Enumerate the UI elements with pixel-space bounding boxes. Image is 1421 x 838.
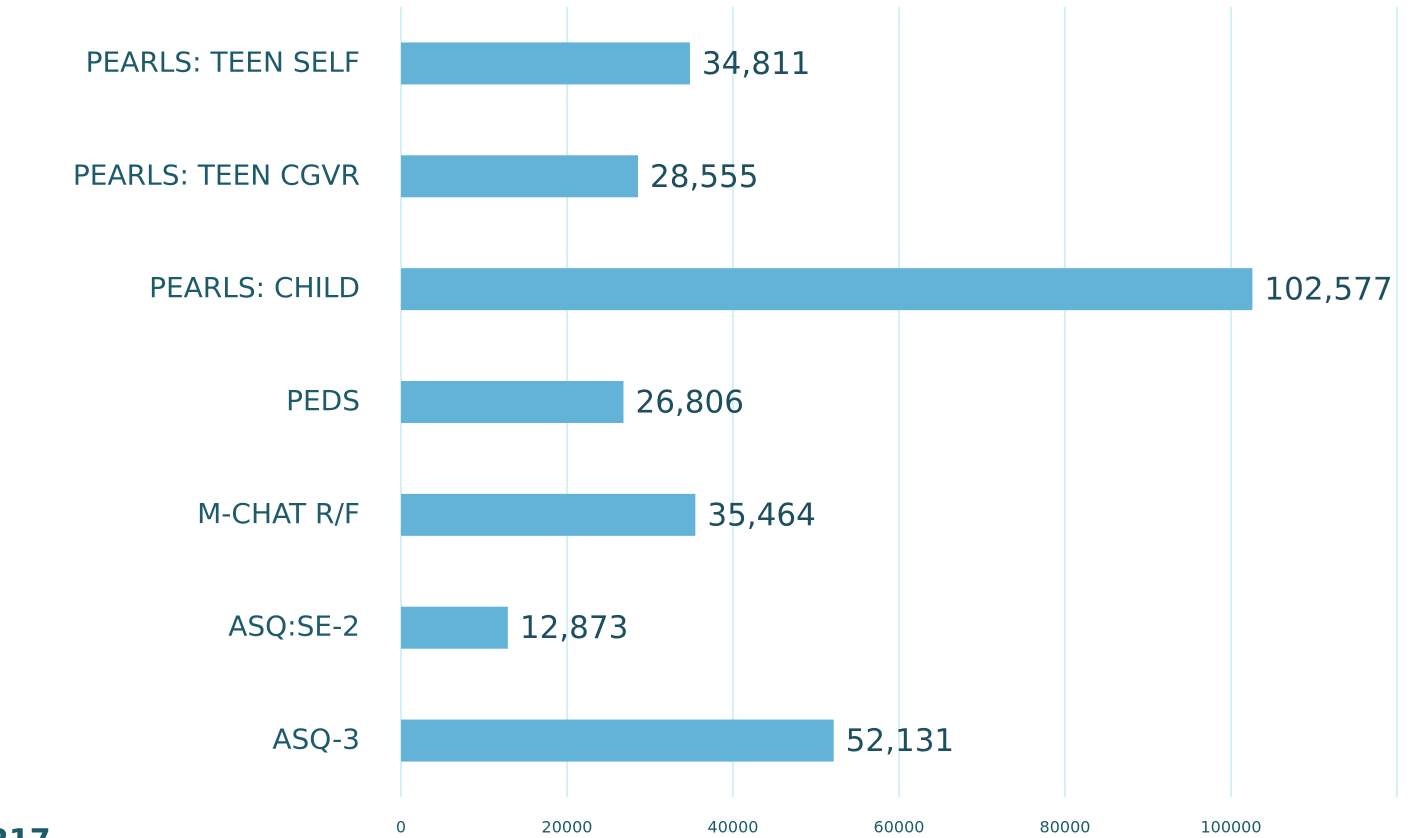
x-tick-label: 80000: [1040, 818, 1091, 837]
y-tick-label: M-CHAT R/F: [197, 497, 360, 530]
value-label: 34,811: [702, 46, 810, 82]
x-tick-label: 20000: [542, 818, 593, 837]
y-tick-label: PEARLS: CHILD: [149, 271, 360, 304]
bar: [401, 606, 508, 649]
value-label: 102,577: [1264, 272, 1392, 308]
bar: [401, 268, 1253, 311]
y-tick-label: ASQ:SE-2: [228, 610, 360, 643]
value-label: 28,555: [650, 159, 758, 195]
y-tick-label: PEARLS: TEEN SELF: [86, 45, 360, 78]
bar: [401, 719, 834, 762]
annotation: 217: [0, 824, 51, 838]
x-tick-label: 0: [396, 818, 406, 837]
value-label: 35,464: [707, 497, 815, 533]
y-tick-label: ASQ-3: [272, 723, 360, 756]
x-tick-label: 40000: [708, 818, 759, 837]
value-label: 26,806: [635, 385, 743, 421]
y-tick-label: PEDS: [286, 384, 360, 417]
bar: [401, 42, 690, 85]
x-tick-label: 100000: [1200, 818, 1261, 837]
y-tick-label: PEARLS: TEEN CGVR: [73, 158, 360, 191]
bar: [401, 381, 624, 423]
value-label: 12,873: [520, 610, 628, 646]
value-label: 52,131: [846, 723, 954, 759]
bar: [401, 493, 696, 536]
bar: [401, 155, 639, 198]
x-tick-label: 60000: [874, 818, 925, 837]
